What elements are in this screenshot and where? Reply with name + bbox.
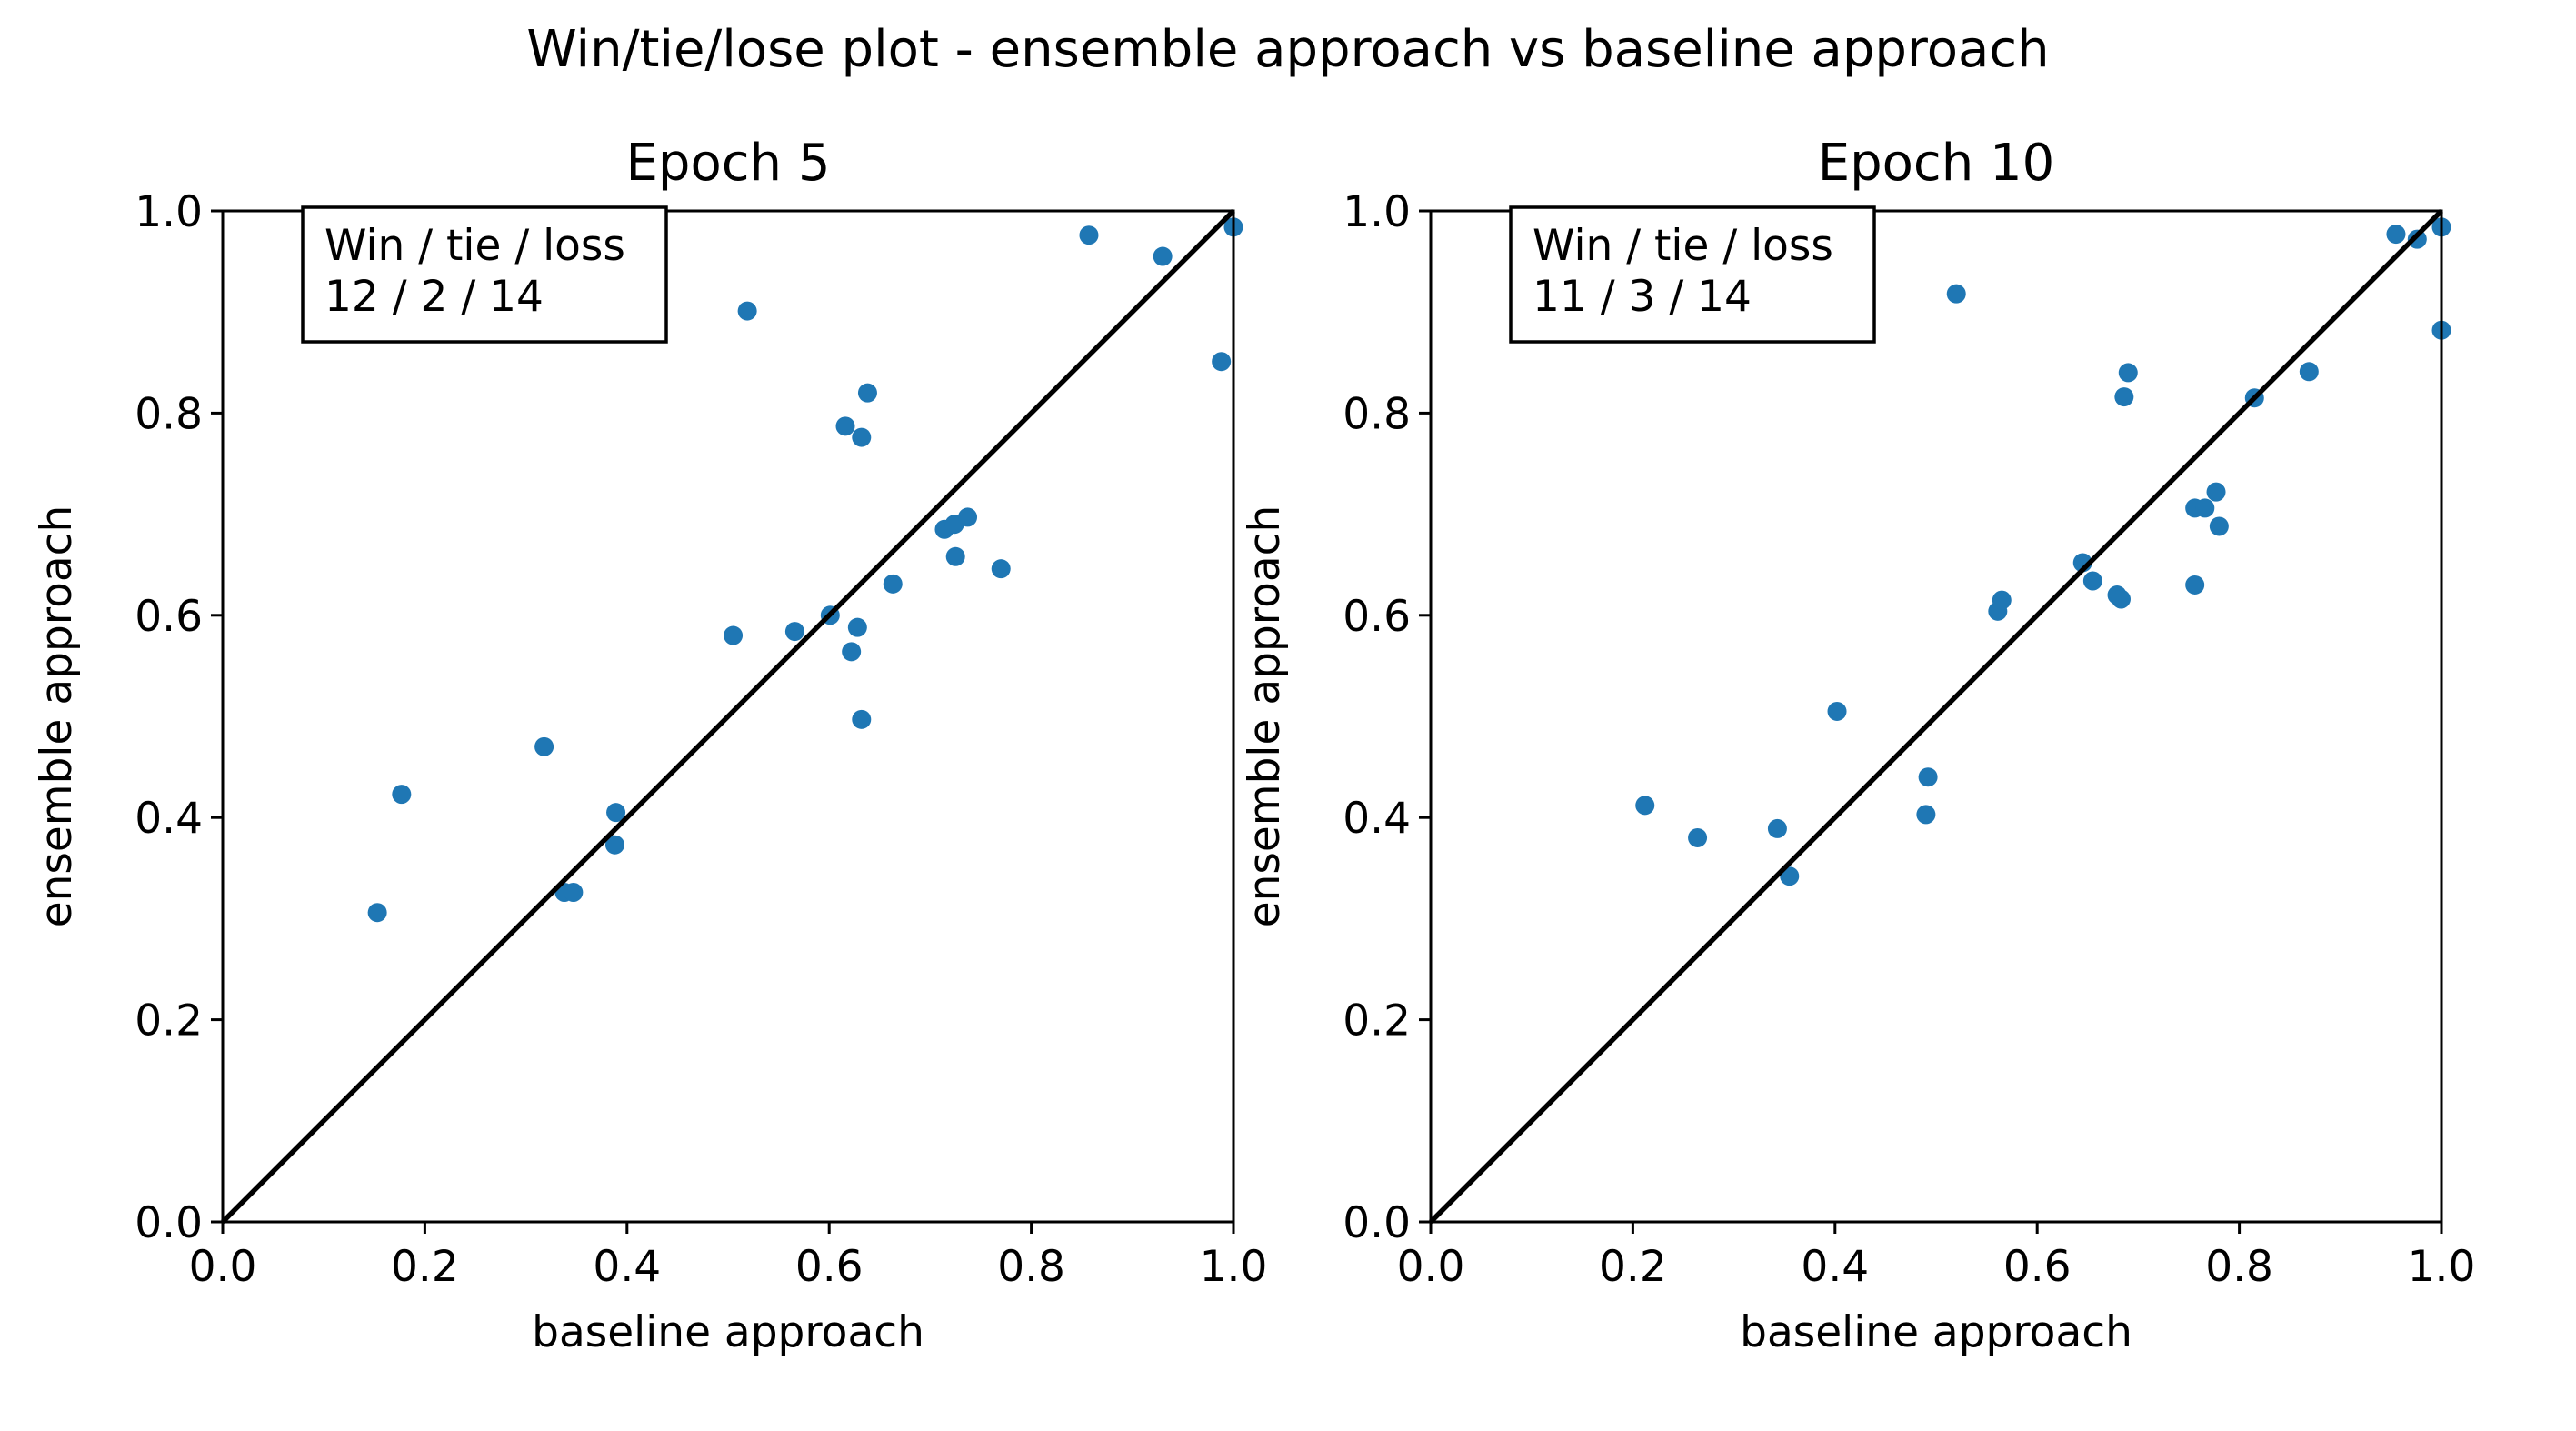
axis-ticks: 0.00.0 0.2 0.2 0.4 0.4 0.6 0.6 0.8 0.8 1.0 1.0 — [135, 187, 1267, 1292]
annotation-counts: 12 / 2 / 14 — [324, 272, 544, 322]
scatter-point — [847, 617, 867, 637]
scatter-point — [1946, 284, 1966, 304]
scatter-point — [1916, 805, 1936, 825]
y-tick-label: 0.6 — [135, 592, 203, 642]
annotation-counts: 11 / 3 / 14 — [1533, 272, 1752, 322]
y-axis-label: ensemble approach — [32, 505, 82, 928]
scatter-point — [2185, 575, 2205, 595]
annotation-header: Win / tie / loss — [324, 221, 625, 271]
scatter-point — [991, 559, 1011, 579]
scatter-point — [1688, 827, 1708, 847]
scatter-point — [1153, 246, 1173, 266]
y-tick-label: 0.0 — [1343, 1198, 1411, 1248]
y-tick-label: 0.8 — [135, 389, 203, 439]
plot-title: Epoch 10 — [1818, 134, 2055, 193]
scatter-point — [604, 835, 624, 855]
y-tick-label: 0.6 — [1343, 592, 1411, 642]
x-tick-label: 0.4 — [593, 1242, 661, 1292]
figure-title: Win/tie/lose plot - ensemble approach vs… — [526, 20, 2049, 79]
scatter-point — [958, 507, 978, 527]
scatter-point — [2195, 498, 2215, 518]
annotation-frame — [1509, 205, 1876, 344]
scatter-point — [857, 383, 877, 403]
y-tick-label: 0.4 — [135, 794, 203, 844]
chart-panel-1: Epoch 5 0.00.0 0.2 0.2 0.4 0.4 0.6 0.6 0.8 0.8 1.0… — [32, 134, 1267, 1357]
scatter-point — [1079, 225, 1099, 245]
x-tick-label: 0.6 — [2003, 1242, 2072, 1292]
scatter-point — [852, 427, 872, 447]
scatter-point — [784, 622, 804, 642]
x-tick-label: 0.0 — [189, 1242, 257, 1292]
y-tick-label: 0.2 — [1343, 996, 1411, 1046]
scatter-point — [606, 803, 626, 823]
scatter-point — [1918, 767, 1938, 787]
reference-line — [1429, 209, 2443, 1224]
scatter-point — [842, 642, 862, 662]
scatter-points — [1635, 217, 2451, 886]
x-tick-label: 0.8 — [997, 1242, 1065, 1292]
scatter-point — [724, 625, 744, 645]
scatter-point — [852, 709, 872, 729]
axis-ticks: 0.00.0 0.2 0.2 0.4 0.4 0.6 0.6 0.8 0.8 1.0 1.0 — [1343, 187, 2475, 1292]
scatter-point — [737, 301, 757, 321]
y-tick-label: 0.2 — [135, 996, 203, 1046]
x-tick-label: 0.4 — [1801, 1242, 1869, 1292]
y-tick-label: 0.4 — [1343, 794, 1411, 844]
axes-frame — [221, 209, 1235, 1224]
scatter-point — [2299, 362, 2319, 382]
scatter-point — [2118, 363, 2138, 383]
x-tick-label: 1.0 — [1200, 1242, 1268, 1292]
x-tick-label: 0.2 — [391, 1242, 459, 1292]
scatter-point — [2111, 589, 2131, 609]
scatter-point — [2114, 387, 2134, 407]
scatter-point — [883, 574, 903, 594]
scatter-point — [1827, 701, 1847, 721]
x-tick-label: 0.0 — [1397, 1242, 1465, 1292]
y-tick-label: 0.8 — [1343, 389, 1411, 439]
y-tick-label: 1.0 — [135, 187, 203, 237]
x-tick-label: 0.8 — [2205, 1242, 2273, 1292]
axes-frame — [1429, 209, 2443, 1224]
x-tick-label: 0.2 — [1599, 1242, 1667, 1292]
scatter-point — [2386, 225, 2406, 245]
scatter-point — [945, 546, 965, 566]
scatter-point — [2082, 571, 2102, 591]
scatter-point — [1635, 796, 1655, 816]
scatter-point — [2407, 229, 2427, 249]
x-axis-label: baseline approach — [1740, 1307, 2132, 1357]
reference-line — [221, 209, 1235, 1224]
scatter-point — [2206, 482, 2226, 502]
x-tick-label: 0.6 — [795, 1242, 864, 1292]
scatter-points — [367, 217, 1243, 923]
x-tick-label: 1.0 — [2408, 1242, 2476, 1292]
scatter-point — [1767, 818, 1787, 838]
y-tick-label: 0.0 — [135, 1198, 203, 1248]
scatter-point — [367, 903, 387, 923]
scatter-point — [1780, 866, 1800, 886]
scatter-point — [392, 785, 412, 805]
annotation-frame — [301, 205, 668, 344]
scatter-point — [1212, 352, 1232, 372]
x-axis-label: baseline approach — [532, 1307, 924, 1357]
scatter-point — [1992, 590, 2012, 610]
scatter-point — [835, 416, 855, 436]
scatter-point — [534, 736, 554, 756]
annotation-header: Win / tie / loss — [1533, 221, 1833, 271]
y-tick-label: 1.0 — [1343, 187, 1411, 237]
scatter-point — [2209, 516, 2229, 536]
y-axis-label: ensemble approach — [1240, 505, 1290, 928]
chart-panel-2: Epoch 10 0.00.0 0.2 0.2 0.4 0.4 0.6 0.6 0.8 0.8 1.… — [1240, 134, 2475, 1357]
plot-title: Epoch 5 — [626, 134, 831, 193]
scatter-point — [564, 882, 584, 902]
